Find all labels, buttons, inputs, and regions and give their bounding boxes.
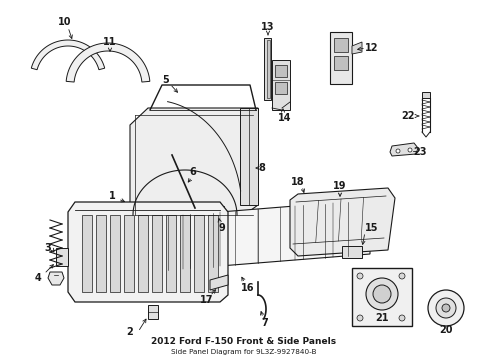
Bar xyxy=(266,40,269,98)
Bar xyxy=(264,38,270,100)
Text: 7: 7 xyxy=(261,318,268,328)
Bar xyxy=(194,215,203,292)
Text: 15: 15 xyxy=(365,223,378,233)
Text: 6: 6 xyxy=(189,167,196,177)
Bar xyxy=(333,56,347,70)
Circle shape xyxy=(435,298,455,318)
Text: 11: 11 xyxy=(103,37,117,47)
Circle shape xyxy=(427,290,463,326)
Circle shape xyxy=(191,206,199,214)
Text: 17: 17 xyxy=(200,295,213,305)
Text: 14: 14 xyxy=(278,113,291,123)
Circle shape xyxy=(398,273,404,279)
Bar xyxy=(421,92,429,98)
Polygon shape xyxy=(48,272,64,285)
Bar xyxy=(165,215,176,292)
Bar xyxy=(96,215,106,292)
Bar xyxy=(207,215,218,292)
Circle shape xyxy=(356,273,362,279)
Text: 2: 2 xyxy=(126,327,133,337)
Text: 19: 19 xyxy=(332,181,346,191)
Bar xyxy=(274,82,286,94)
Bar xyxy=(82,215,92,292)
Circle shape xyxy=(356,315,362,321)
Bar xyxy=(333,38,347,52)
Text: 2012 Ford F-150 Front & Side Panels: 2012 Ford F-150 Front & Side Panels xyxy=(151,338,336,346)
Bar xyxy=(124,215,134,292)
Text: 12: 12 xyxy=(365,43,378,53)
Bar xyxy=(341,246,361,258)
Circle shape xyxy=(365,278,397,310)
Text: 9: 9 xyxy=(218,223,225,233)
Text: 5: 5 xyxy=(163,75,169,85)
Text: 10: 10 xyxy=(58,17,72,27)
Text: 23: 23 xyxy=(412,147,426,157)
Circle shape xyxy=(441,304,449,312)
Text: 3: 3 xyxy=(44,243,51,253)
Polygon shape xyxy=(240,108,258,205)
Bar xyxy=(180,215,190,292)
Polygon shape xyxy=(209,275,227,290)
Text: 18: 18 xyxy=(290,177,304,187)
Text: 1: 1 xyxy=(108,191,115,201)
Bar xyxy=(271,60,289,110)
Polygon shape xyxy=(68,202,227,302)
Circle shape xyxy=(395,149,399,153)
Bar xyxy=(209,206,224,214)
Text: 16: 16 xyxy=(241,283,254,293)
Bar xyxy=(351,268,411,326)
Text: 13: 13 xyxy=(261,22,274,32)
Text: 20: 20 xyxy=(438,325,452,335)
Polygon shape xyxy=(145,200,369,272)
Polygon shape xyxy=(289,188,394,256)
Circle shape xyxy=(398,315,404,321)
Bar xyxy=(110,215,120,292)
Polygon shape xyxy=(66,43,149,82)
Bar xyxy=(152,215,162,292)
Polygon shape xyxy=(31,40,104,70)
Bar xyxy=(148,305,158,319)
Polygon shape xyxy=(351,42,361,54)
Text: 21: 21 xyxy=(374,313,388,323)
Bar xyxy=(138,215,148,292)
Circle shape xyxy=(407,148,411,152)
Bar xyxy=(274,65,286,77)
Polygon shape xyxy=(130,108,258,218)
Bar xyxy=(56,248,68,266)
Polygon shape xyxy=(389,143,417,156)
Text: 22: 22 xyxy=(401,111,414,121)
Text: 8: 8 xyxy=(258,163,265,173)
Circle shape xyxy=(372,285,390,303)
Text: 4: 4 xyxy=(35,273,41,283)
Text: Side Panel Diagram for 9L3Z-9927840-B: Side Panel Diagram for 9L3Z-9927840-B xyxy=(171,349,316,355)
Bar xyxy=(329,32,351,84)
